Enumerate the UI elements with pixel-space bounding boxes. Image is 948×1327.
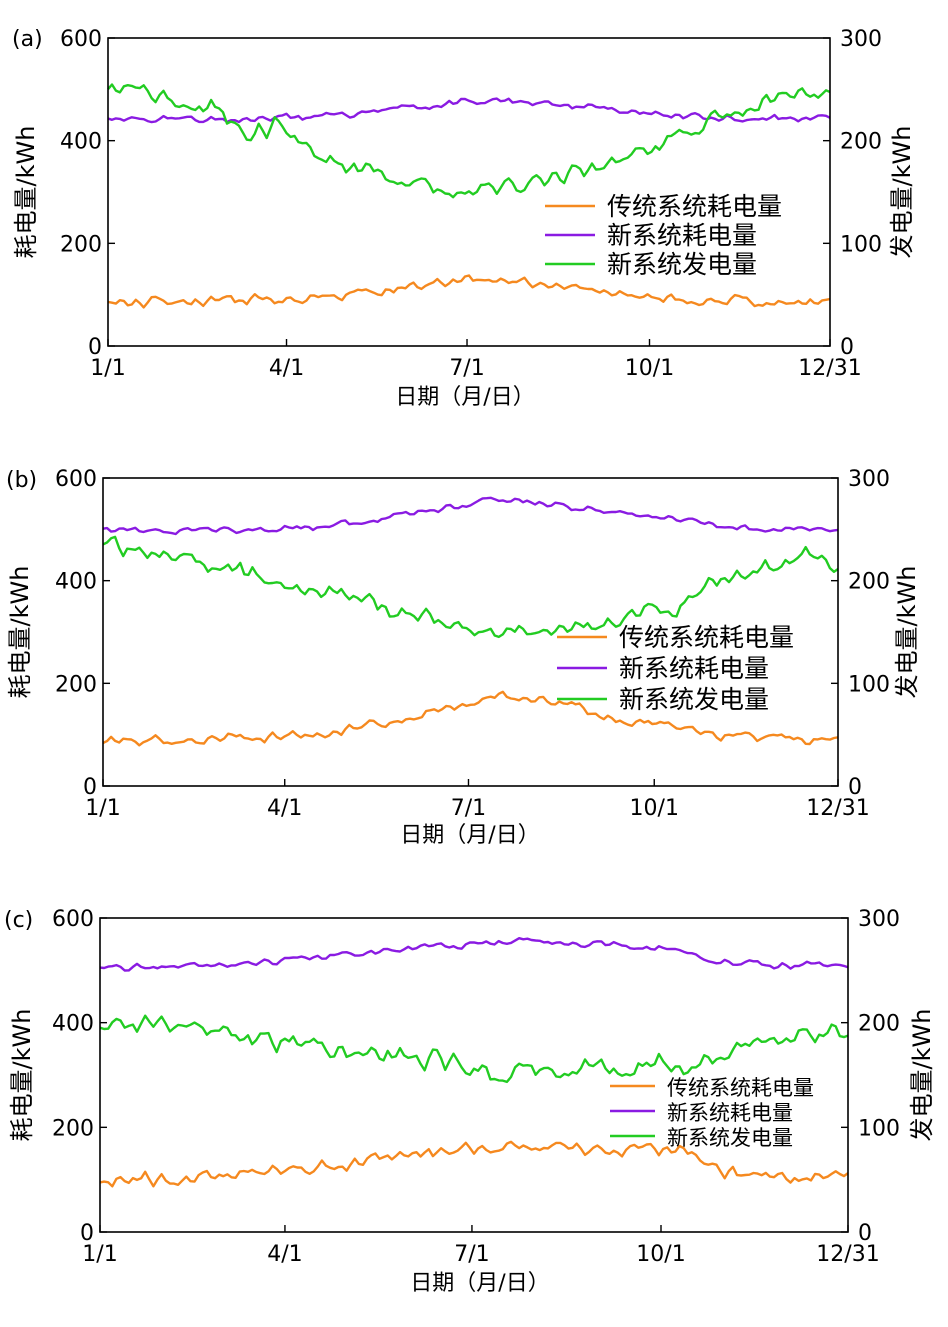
y-tick-label: 0 <box>80 1221 94 1246</box>
y2-tick-label: 100 <box>848 672 890 697</box>
y2-axis-title: 发电量/kWh <box>893 566 921 699</box>
legend-label: 新系统发电量 <box>667 1126 793 1150</box>
x-tick-label: 7/1 <box>454 1242 489 1267</box>
panel-label: (a) <box>12 27 43 52</box>
y-tick-label: 400 <box>52 1012 94 1037</box>
y-axis-title: 耗电量/kWh <box>6 566 34 699</box>
x-axis-title: 日期（月/日） <box>400 823 539 848</box>
series-line-1 <box>107 274 831 309</box>
x-tick-label: 4/1 <box>269 356 304 381</box>
y-tick-label: 400 <box>60 130 102 155</box>
y-axis-title: 耗电量/kWh <box>8 1009 36 1142</box>
legend-label: 传统系统耗电量 <box>667 1076 814 1100</box>
y2-tick-label: 200 <box>840 130 882 155</box>
y-tick-label: 200 <box>60 232 102 257</box>
x-tick-label: 4/1 <box>267 796 302 821</box>
x-tick-label: 12/31 <box>798 356 861 381</box>
y2-axis-title: 发电量/kWh <box>888 126 916 259</box>
series-line-2 <box>107 97 831 124</box>
y2-tick-label: 0 <box>840 335 854 360</box>
series-line-1 <box>99 1140 849 1188</box>
legend-label: 新系统发电量 <box>619 685 769 714</box>
series-line-3 <box>99 1014 849 1084</box>
y-tick-label: 200 <box>52 1116 94 1141</box>
chart-panel-c: 0 200 400 600 0 100 200 300 1/1 4/1 7/1 10/1 12/31 日期… <box>4 907 936 1296</box>
x-tick-label: 1/1 <box>82 1242 117 1267</box>
x-tick-label: 1/1 <box>85 796 120 821</box>
series-line-1 <box>102 690 839 747</box>
panel-label: (b) <box>6 468 37 493</box>
legend-label: 新系统耗电量 <box>619 654 769 683</box>
y2-tick-label: 200 <box>848 570 890 595</box>
legend-label: 新系统发电量 <box>607 250 757 279</box>
y-tick-label: 200 <box>55 672 97 697</box>
y2-axis-title: 发电量/kWh <box>908 1009 936 1142</box>
series-line-2 <box>99 937 849 972</box>
y-tick-label: 0 <box>88 335 102 360</box>
x-tick-label: 7/1 <box>449 356 484 381</box>
legend-label: 传统系统耗电量 <box>607 192 782 221</box>
plot-frame <box>99 917 849 1233</box>
panel-label: (c) <box>4 908 33 933</box>
x-tick-label: 12/31 <box>806 796 869 821</box>
y-tick-label: 400 <box>55 570 97 595</box>
x-tick-label: 10/1 <box>625 356 674 381</box>
legend-label: 传统系统耗电量 <box>619 623 794 652</box>
series-line-3 <box>102 535 839 639</box>
y2-tick-label: 200 <box>858 1012 900 1037</box>
x-axis-title: 日期（月/日） <box>410 1271 549 1296</box>
y2-tick-label: 300 <box>840 27 882 52</box>
plot-frame <box>102 477 839 787</box>
y-tick-label: 0 <box>83 775 97 800</box>
chart-panel-a: 0 200 400 600 0 100 200 300 1/1 4/1 7/1 10/1 12/31 日期… <box>12 27 916 410</box>
y2-tick-label: 300 <box>858 907 900 932</box>
plot-frame <box>107 37 831 347</box>
x-tick-label: 10/1 <box>636 1242 685 1267</box>
chart-panel-b: 0 200 400 600 0 100 200 300 1/1 4/1 7/1 10/1 12/31 日期… <box>6 467 921 848</box>
legend-label: 新系统耗电量 <box>607 221 757 250</box>
x-tick-label: 4/1 <box>267 1242 302 1267</box>
x-axis-title: 日期（月/日） <box>395 385 534 410</box>
x-tick-label: 7/1 <box>451 796 486 821</box>
y-tick-label: 600 <box>55 467 97 492</box>
x-tick-label: 10/1 <box>630 796 679 821</box>
y2-tick-label: 0 <box>848 775 862 800</box>
series-line-2 <box>102 496 839 536</box>
x-tick-label: 1/1 <box>90 356 125 381</box>
y-axis-title: 耗电量/kWh <box>12 126 40 259</box>
x-tick-label: 12/31 <box>816 1242 879 1267</box>
y2-tick-label: 100 <box>858 1116 900 1141</box>
y-tick-label: 600 <box>60 27 102 52</box>
y2-tick-label: 100 <box>840 232 882 257</box>
series-line-3 <box>107 83 831 199</box>
y-tick-label: 600 <box>52 907 94 932</box>
y2-tick-label: 300 <box>848 467 890 492</box>
legend-label: 新系统耗电量 <box>667 1101 793 1125</box>
y2-tick-label: 0 <box>858 1221 872 1246</box>
